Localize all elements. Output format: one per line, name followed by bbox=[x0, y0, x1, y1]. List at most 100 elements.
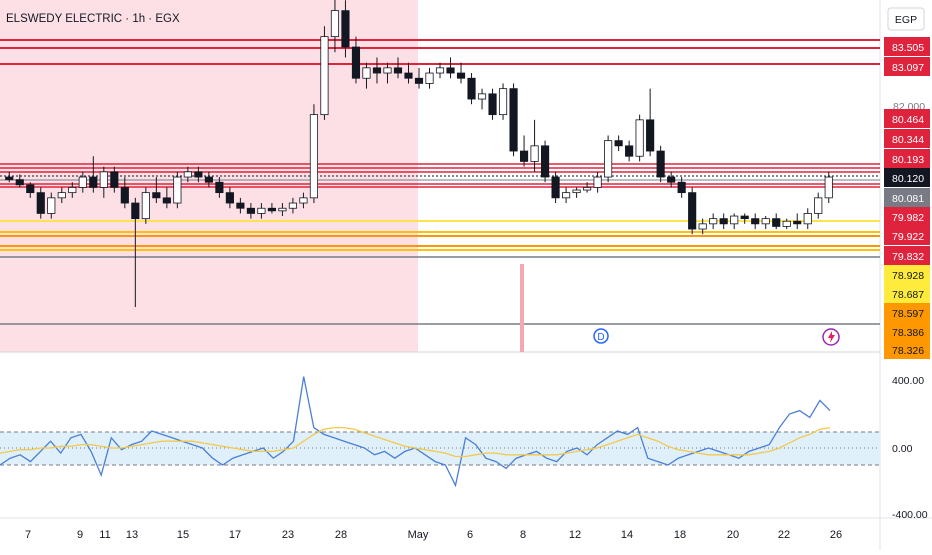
time-axis-tick: 9 bbox=[77, 529, 83, 541]
price-label-text: 83.505 bbox=[892, 42, 924, 54]
candle bbox=[635, 114, 644, 162]
candle bbox=[562, 187, 571, 204]
time-axis-tick: 15 bbox=[177, 529, 189, 541]
price-label: 80.344 bbox=[884, 129, 930, 148]
price-label-text: 78.386 bbox=[892, 327, 924, 339]
candle bbox=[183, 166, 192, 183]
price-label: 83.097 bbox=[884, 57, 930, 76]
candle bbox=[814, 192, 823, 219]
candle bbox=[236, 197, 245, 214]
candle bbox=[5, 171, 14, 183]
candle bbox=[614, 135, 623, 152]
candle bbox=[435, 62, 445, 79]
price-label-text: 80.464 bbox=[892, 114, 924, 126]
price-label: 79.832 bbox=[884, 246, 930, 265]
candle bbox=[47, 192, 56, 219]
symbol-title: ELSWEDY ELECTRIC · 1h · EGX bbox=[6, 13, 180, 25]
candle bbox=[78, 171, 87, 193]
candle bbox=[257, 203, 266, 219]
candle bbox=[803, 208, 812, 230]
candle bbox=[467, 73, 476, 105]
candle bbox=[246, 203, 255, 219]
candle bbox=[120, 177, 129, 209]
candle bbox=[68, 182, 77, 198]
candle bbox=[341, 0, 350, 58]
time-axis-tick: 26 bbox=[830, 529, 842, 541]
candle bbox=[15, 174, 24, 188]
volume-bar bbox=[520, 264, 524, 352]
candle bbox=[152, 177, 161, 204]
price-label-text: 80.120 bbox=[892, 173, 924, 185]
candle bbox=[824, 171, 833, 204]
price-label: 79.982 bbox=[884, 207, 930, 226]
price-label: 78.928 bbox=[884, 265, 930, 284]
candle bbox=[362, 62, 371, 89]
candle bbox=[667, 171, 676, 188]
time-axis-tick: 14 bbox=[621, 529, 633, 541]
candle bbox=[498, 83, 508, 120]
candle bbox=[372, 57, 382, 84]
candle bbox=[688, 187, 697, 235]
candle bbox=[509, 83, 518, 157]
candle bbox=[414, 67, 424, 89]
candle bbox=[540, 140, 550, 183]
dividend-marker[interactable]: D bbox=[593, 328, 609, 344]
price-label: 78.326 bbox=[884, 340, 930, 359]
price-label-text: 80.193 bbox=[892, 154, 924, 166]
candle bbox=[551, 171, 560, 204]
event-flash-icon[interactable] bbox=[822, 328, 840, 346]
candle bbox=[730, 213, 739, 230]
candle bbox=[530, 119, 539, 172]
price-label-text: 78.928 bbox=[892, 270, 924, 282]
candle bbox=[330, 0, 340, 53]
candle bbox=[793, 213, 802, 230]
currency-box[interactable] bbox=[887, 7, 925, 31]
candle bbox=[477, 88, 487, 110]
candle bbox=[519, 135, 529, 167]
price-label-text: 78.326 bbox=[892, 345, 924, 357]
price-label-text: 79.832 bbox=[892, 251, 924, 263]
time-axis-tick: 17 bbox=[229, 529, 241, 541]
time-axis: 7 9 11 13 15 17 23 28 May 6 8 12 14 18 20 22 26 bbox=[25, 529, 842, 541]
price-label: 80.464 bbox=[884, 109, 930, 128]
candle bbox=[194, 166, 203, 183]
currency-label: EGP bbox=[895, 14, 917, 26]
candle bbox=[110, 166, 119, 193]
candle bbox=[288, 197, 298, 214]
price-label: 79.922 bbox=[884, 226, 930, 245]
price-label: 78.597 bbox=[884, 303, 930, 322]
candle bbox=[141, 187, 150, 224]
price-label-text: 80.081 bbox=[892, 193, 924, 205]
time-axis-tick: 8 bbox=[520, 529, 526, 541]
time-axis-tick: 11 bbox=[99, 529, 110, 541]
osc-tick-bottom: -400.00 bbox=[892, 509, 928, 521]
candle bbox=[36, 187, 45, 219]
time-axis-tick: 7 bbox=[25, 529, 31, 541]
price-label-text: 80.344 bbox=[892, 134, 924, 146]
price-label-text: 78.597 bbox=[892, 308, 924, 320]
candle bbox=[225, 187, 234, 209]
time-axis-tick: 22 bbox=[778, 529, 790, 541]
candle bbox=[173, 171, 182, 209]
candle bbox=[320, 26, 329, 120]
candle bbox=[404, 62, 413, 84]
candle bbox=[393, 57, 403, 79]
candle bbox=[162, 187, 171, 209]
time-axis-tick: 28 bbox=[335, 529, 347, 541]
candle bbox=[446, 57, 455, 79]
price-label: 80.193 bbox=[884, 149, 930, 168]
candle bbox=[57, 187, 66, 204]
candle bbox=[425, 67, 434, 89]
candle bbox=[583, 182, 592, 193]
candle bbox=[604, 135, 613, 183]
candle bbox=[698, 218, 707, 235]
candle bbox=[204, 171, 213, 188]
candle bbox=[215, 177, 224, 198]
price-labels: 83.505 83.097 80.464 80.344 80.193 80.120 80.0… bbox=[884, 37, 930, 359]
candle bbox=[26, 182, 35, 198]
candle bbox=[782, 218, 791, 230]
cci-line bbox=[0, 376, 831, 488]
candle bbox=[772, 213, 781, 230]
